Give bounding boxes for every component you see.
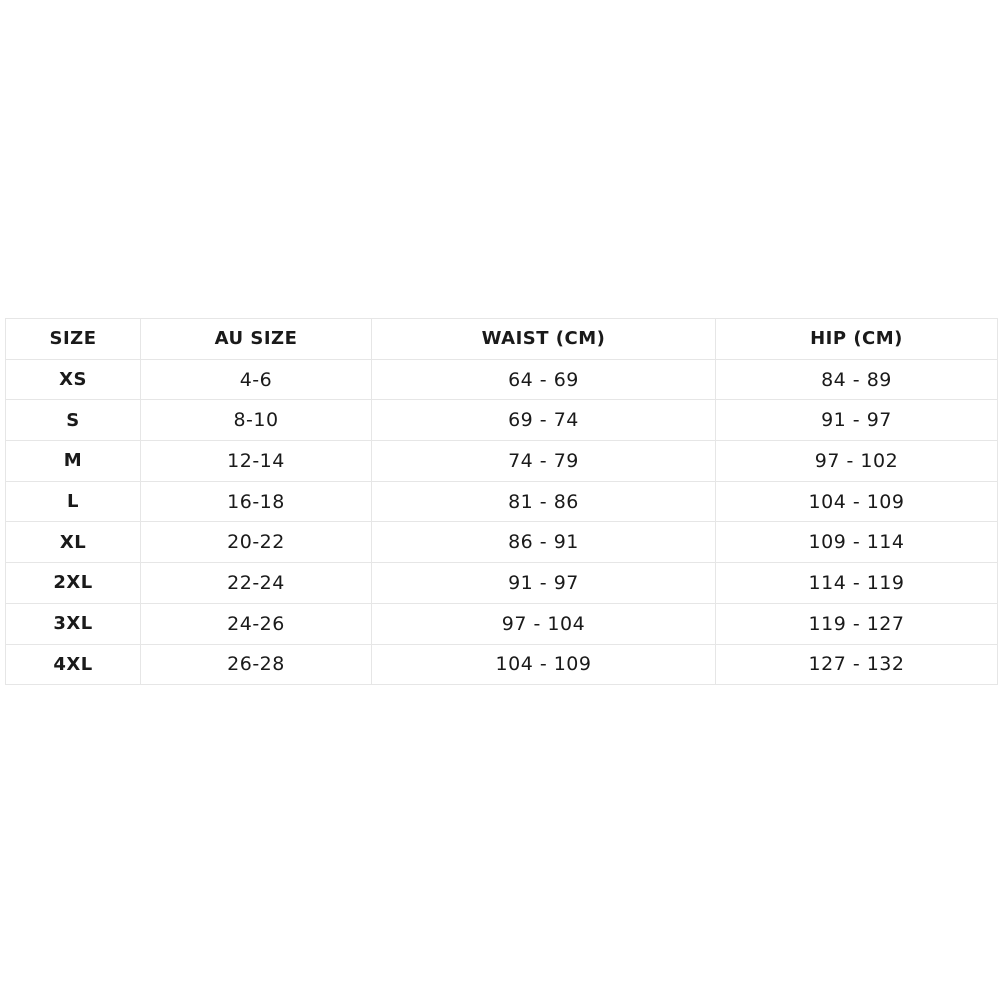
header-waist: WAIST (CM) bbox=[371, 318, 716, 360]
cell-au-size: 16-18 bbox=[140, 480, 372, 523]
cell-au-size: 22-24 bbox=[140, 562, 372, 604]
cell-waist: 74 - 79 bbox=[371, 440, 716, 482]
cell-size: XL bbox=[5, 521, 141, 564]
cell-hip: 91 - 97 bbox=[715, 399, 998, 442]
size-chart-table: SIZE AU SIZE WAIST (CM) HIP (CM) XS 4-6 64… bbox=[5, 318, 998, 686]
cell-au-size: 20-22 bbox=[140, 521, 372, 564]
table-row: XS 4-6 64 - 69 84 - 89 bbox=[5, 358, 998, 401]
cell-hip: 104 - 109 bbox=[715, 480, 998, 523]
cell-waist: 97 - 104 bbox=[371, 602, 716, 645]
cell-au-size: 4-6 bbox=[140, 358, 372, 401]
table-row: L 16-18 81 - 86 104 - 109 bbox=[5, 480, 998, 523]
table-row: S 8-10 69 - 74 91 - 97 bbox=[5, 399, 998, 442]
table-row: 2XL 22-24 91 - 97 114 - 119 bbox=[5, 562, 998, 604]
cell-size: 2XL bbox=[5, 562, 141, 604]
table-row: M 12-14 74 - 79 97 - 102 bbox=[5, 440, 998, 482]
cell-waist: 91 - 97 bbox=[371, 562, 716, 604]
header-au-size: AU SIZE bbox=[140, 318, 372, 360]
cell-size: 3XL bbox=[5, 602, 141, 645]
cell-hip: 119 - 127 bbox=[715, 602, 998, 645]
header-row: SIZE AU SIZE WAIST (CM) HIP (CM) bbox=[5, 318, 998, 360]
cell-size: 4XL bbox=[5, 643, 141, 686]
cell-hip: 114 - 119 bbox=[715, 562, 998, 604]
cell-au-size: 26-28 bbox=[140, 643, 372, 686]
cell-hip: 109 - 114 bbox=[715, 521, 998, 564]
cell-waist: 64 - 69 bbox=[371, 358, 716, 401]
cell-waist: 86 - 91 bbox=[371, 521, 716, 564]
cell-au-size: 24-26 bbox=[140, 602, 372, 645]
cell-au-size: 12-14 bbox=[140, 440, 372, 482]
table-row: 3XL 24-26 97 - 104 119 - 127 bbox=[5, 602, 998, 645]
cell-waist: 81 - 86 bbox=[371, 480, 716, 523]
cell-size: M bbox=[5, 440, 141, 482]
cell-size: S bbox=[5, 399, 141, 442]
cell-hip: 97 - 102 bbox=[715, 440, 998, 482]
cell-hip: 84 - 89 bbox=[715, 358, 998, 401]
table-row: 4XL 26-28 104 - 109 127 - 132 bbox=[5, 643, 998, 686]
cell-waist: 69 - 74 bbox=[371, 399, 716, 442]
cell-size: L bbox=[5, 480, 141, 523]
header-hip: HIP (CM) bbox=[715, 318, 998, 360]
table-row: XL 20-22 86 - 91 109 - 114 bbox=[5, 521, 998, 564]
cell-au-size: 8-10 bbox=[140, 399, 372, 442]
header-size: SIZE bbox=[5, 318, 141, 360]
cell-waist: 104 - 109 bbox=[371, 643, 716, 686]
cell-size: XS bbox=[5, 358, 141, 401]
cell-hip: 127 - 132 bbox=[715, 643, 998, 686]
